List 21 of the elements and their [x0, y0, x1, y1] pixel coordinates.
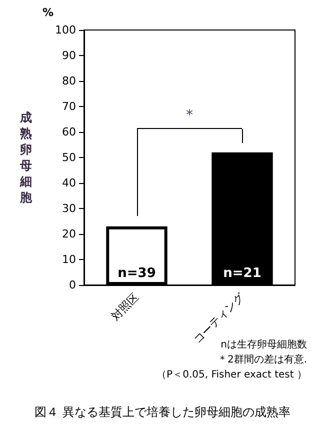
- text: 図４ 異なる基質上で培養した卵母細胞の成熟率: [34, 405, 290, 419]
- y-tick-label: 10: [62, 253, 76, 266]
- annotation: n=39: [118, 266, 156, 281]
- y-tick-label: 100: [55, 24, 76, 36]
- text: %: [42, 6, 54, 19]
- text: nは生存卵母細胞数: [220, 338, 307, 350]
- annotation: n=21: [223, 266, 262, 281]
- y-tick-label: 80: [62, 74, 76, 88]
- y-tick-label: 90: [62, 49, 76, 62]
- y-tick-label: 20: [62, 228, 76, 240]
- y-tick-label: 50: [62, 151, 76, 164]
- y-tick-label: 40: [62, 176, 76, 190]
- y-tick-label: 30: [62, 202, 76, 215]
- y-tick-label: 60: [62, 126, 76, 138]
- x-tick-label: 対照区: [108, 290, 142, 323]
- text: （P＜0.05, Fisher exact test ）: [156, 370, 307, 380]
- y-axis-title: 成熟卵母細胞: [19, 110, 33, 204]
- text: ＊2群間の差は有意.: [217, 354, 307, 366]
- y-tick-label: 70: [62, 100, 76, 113]
- y-tick-label: 0: [69, 278, 76, 292]
- annotation: *: [186, 107, 193, 124]
